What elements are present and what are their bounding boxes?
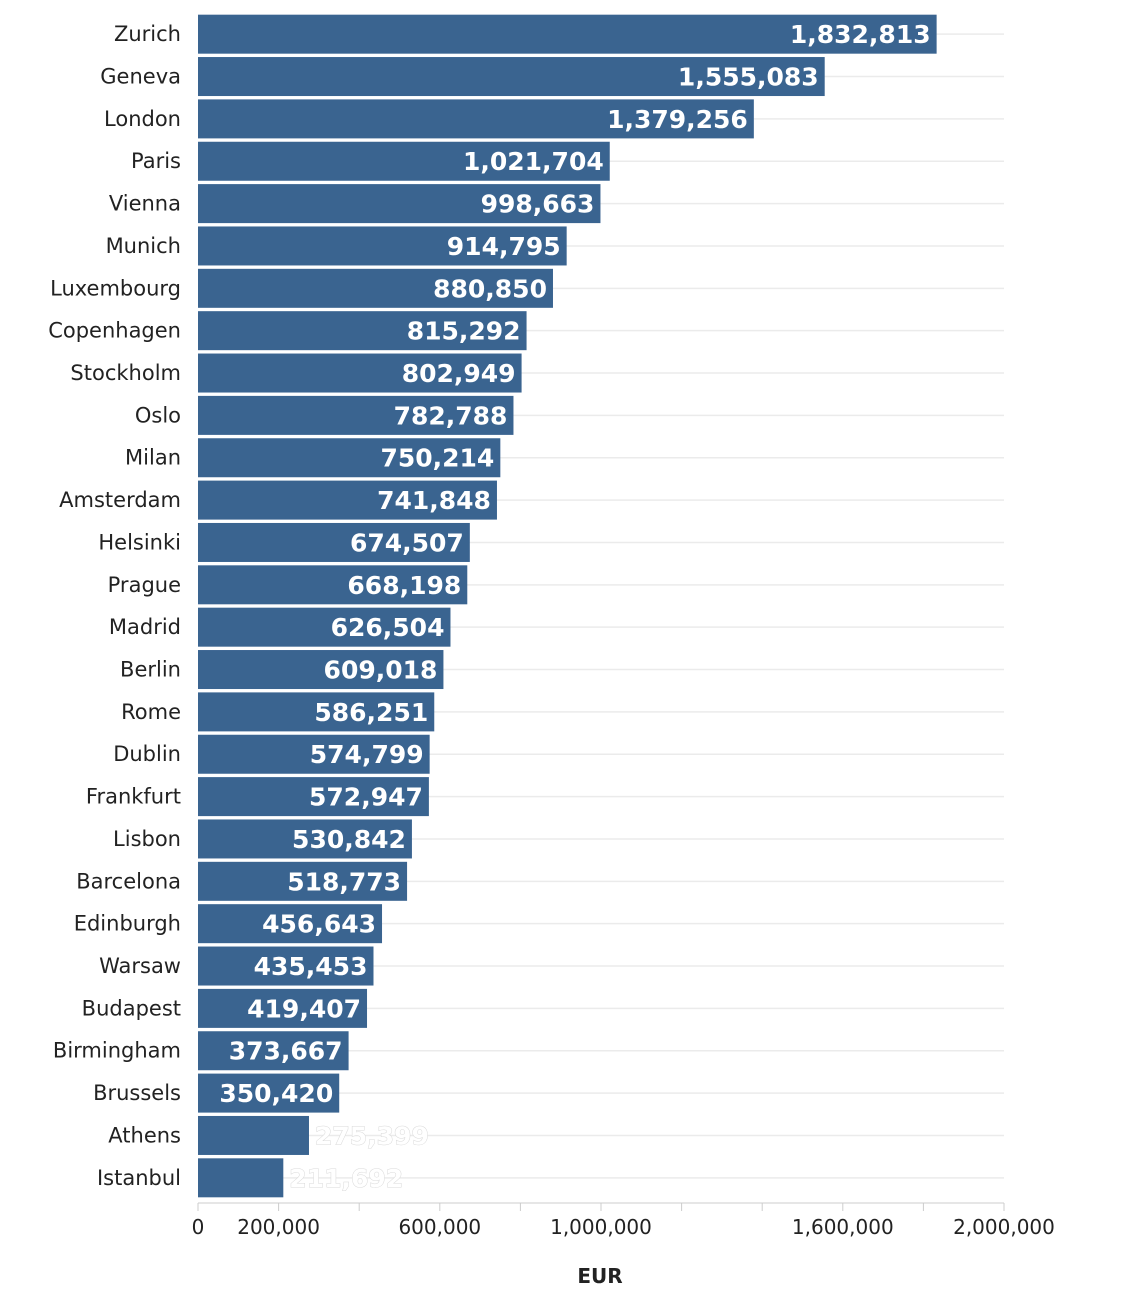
x-tick-label: 1,600,000: [792, 1215, 894, 1239]
bar-zurich: [198, 14, 937, 54]
value-label: 750,214: [380, 444, 494, 473]
category-label: Dublin: [113, 742, 181, 766]
category-label: Prague: [108, 573, 181, 597]
bar-helsinki: [198, 522, 470, 562]
x-tick-label: 0: [192, 1215, 205, 1239]
category-label: Amsterdam: [59, 488, 181, 512]
bar-budapest: [198, 988, 368, 1028]
category-label: Berlin: [120, 658, 181, 682]
bar-warsaw: [198, 946, 374, 986]
value-label: 275,399: [315, 1121, 429, 1150]
bar-oslo: [198, 395, 514, 435]
value-label: 211,692: [289, 1164, 403, 1193]
category-label: Zurich: [114, 22, 181, 46]
bar-copenhagen: [198, 311, 527, 351]
x-axis: 0 200,000 600,000 1,000,000 1,600,000 2,000,0…: [192, 1202, 1055, 1239]
category-label: Frankfurt: [86, 785, 181, 809]
value-label: 1,555,083: [678, 63, 819, 92]
category-label: Paris: [131, 149, 181, 173]
category-label: Oslo: [135, 403, 181, 427]
x-tick-label: 1,000,000: [550, 1215, 652, 1239]
value-label: 668,198: [347, 571, 461, 600]
bar-milan: [198, 438, 501, 478]
category-label: Barcelona: [76, 869, 181, 893]
category-label: London: [104, 107, 181, 131]
category-label: Munich: [106, 234, 181, 258]
category-label: Istanbul: [97, 1166, 181, 1190]
x-tick-label: 2,000,000: [953, 1215, 1055, 1239]
x-tick-label: 200,000: [237, 1215, 320, 1239]
value-label: 1,832,813: [790, 20, 931, 49]
category-label: Stockholm: [70, 361, 181, 385]
category-label: Birmingham: [53, 1039, 181, 1063]
bar-vienna: [198, 184, 601, 224]
value-label: 815,292: [407, 317, 521, 346]
value-label: 530,842: [292, 825, 406, 854]
bar-berlin: [198, 650, 444, 690]
bar-geneva: [198, 57, 825, 97]
value-label: 350,420: [219, 1079, 333, 1108]
value-label: 456,643: [262, 910, 376, 939]
category-labels: Zurich Geneva London Paris Vienna Munich Luxem…: [48, 22, 181, 1190]
category-label: Rome: [121, 700, 181, 724]
bar-amsterdam: [198, 480, 497, 520]
category-label: Budapest: [82, 996, 181, 1020]
value-label: 802,949: [402, 359, 516, 388]
bar-athens: [198, 1115, 309, 1155]
bar-barcelona: [198, 861, 408, 901]
value-label: 518,773: [287, 867, 401, 896]
value-label: 1,379,256: [607, 105, 748, 134]
value-label: 880,850: [433, 274, 547, 303]
category-label: Luxembourg: [50, 276, 181, 300]
bar-lisbon: [198, 819, 412, 859]
value-label: 1,021,704: [463, 147, 604, 176]
value-label: 435,453: [254, 952, 368, 981]
category-label: Warsaw: [99, 954, 181, 978]
value-label: 914,795: [447, 232, 561, 261]
value-label: 373,667: [229, 1037, 343, 1066]
value-label: 741,848: [377, 486, 491, 515]
bar-luxembourg: [198, 268, 553, 308]
value-label: 998,663: [481, 190, 595, 219]
category-label: Copenhagen: [48, 319, 181, 343]
value-label: 419,407: [247, 994, 361, 1023]
bar-brussels: [198, 1073, 340, 1113]
value-label: 586,251: [314, 698, 428, 727]
bar-istanbul: [198, 1158, 284, 1198]
x-tick-label: 600,000: [398, 1215, 481, 1239]
bar-munich: [198, 226, 567, 266]
category-label: Brussels: [93, 1081, 181, 1105]
value-label: 626,504: [331, 613, 445, 642]
bar-stockholm: [198, 353, 522, 393]
category-label: Lisbon: [113, 827, 181, 851]
bar-london: [198, 99, 754, 139]
value-label: 574,799: [310, 740, 424, 769]
category-label: Athens: [108, 1123, 181, 1147]
bar-dublin: [198, 734, 430, 774]
bar-edinburgh: [198, 904, 383, 944]
bar-birmingham: [198, 1031, 349, 1071]
value-label: 782,788: [394, 401, 508, 430]
bar-paris: [198, 141, 610, 181]
value-label: 674,507: [350, 528, 464, 557]
value-label: 609,018: [324, 656, 438, 685]
category-label: Helsinki: [98, 530, 181, 554]
bars: [198, 14, 937, 1198]
category-label: Vienna: [109, 192, 181, 216]
bar-frankfurt: [198, 777, 429, 817]
category-label: Madrid: [109, 615, 181, 639]
category-label: Geneva: [100, 65, 181, 89]
bar-prague: [198, 565, 468, 605]
value-label: 572,947: [309, 783, 423, 812]
x-axis-title: EUR: [577, 1264, 622, 1288]
bar-rome: [198, 692, 435, 732]
category-label: Milan: [125, 446, 181, 470]
category-label: Edinburgh: [74, 912, 181, 936]
bar-madrid: [198, 607, 451, 647]
